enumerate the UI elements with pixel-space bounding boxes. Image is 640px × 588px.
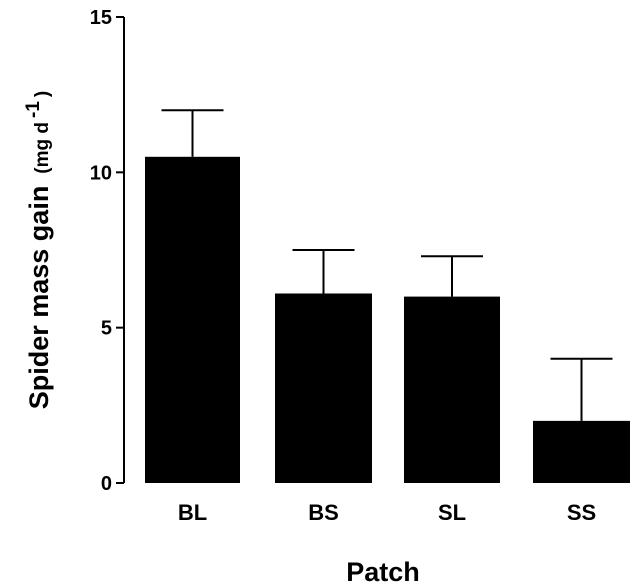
y-axis-title: Spider mass gain (mg d -1 ) bbox=[23, 91, 54, 410]
bar-bs bbox=[275, 293, 372, 483]
svg-text:Spider mass gain (mg d: Spider mass gain (mg d -1 ) bbox=[23, 91, 54, 410]
y-axis-unit-close: ) bbox=[32, 91, 53, 97]
y-axis-unit-sup: -1 bbox=[23, 101, 44, 118]
x-tick-label: BL bbox=[178, 500, 207, 525]
y-ticks: 0 5 10 15 bbox=[90, 7, 124, 495]
y-tick-label: 5 bbox=[101, 318, 112, 340]
x-tick-labels: BL BS SL SS bbox=[178, 500, 596, 525]
y-axis-title-main: Spider mass gain bbox=[24, 186, 54, 410]
bar-ss bbox=[533, 420, 630, 483]
bars bbox=[145, 156, 630, 484]
x-tick-label: SL bbox=[438, 500, 466, 525]
x-axis-title: Patch bbox=[346, 557, 420, 587]
x-tick-label: BS bbox=[308, 500, 339, 525]
y-axis-unit: (mg d bbox=[32, 122, 53, 174]
error-bars bbox=[161, 109, 613, 421]
bar-bl bbox=[145, 156, 240, 484]
x-tick-label: SS bbox=[567, 500, 596, 525]
bar-sl bbox=[404, 296, 500, 483]
y-tick-label: 15 bbox=[90, 7, 112, 29]
y-tick-label: 10 bbox=[90, 162, 112, 184]
y-tick-label: 0 bbox=[101, 473, 112, 495]
